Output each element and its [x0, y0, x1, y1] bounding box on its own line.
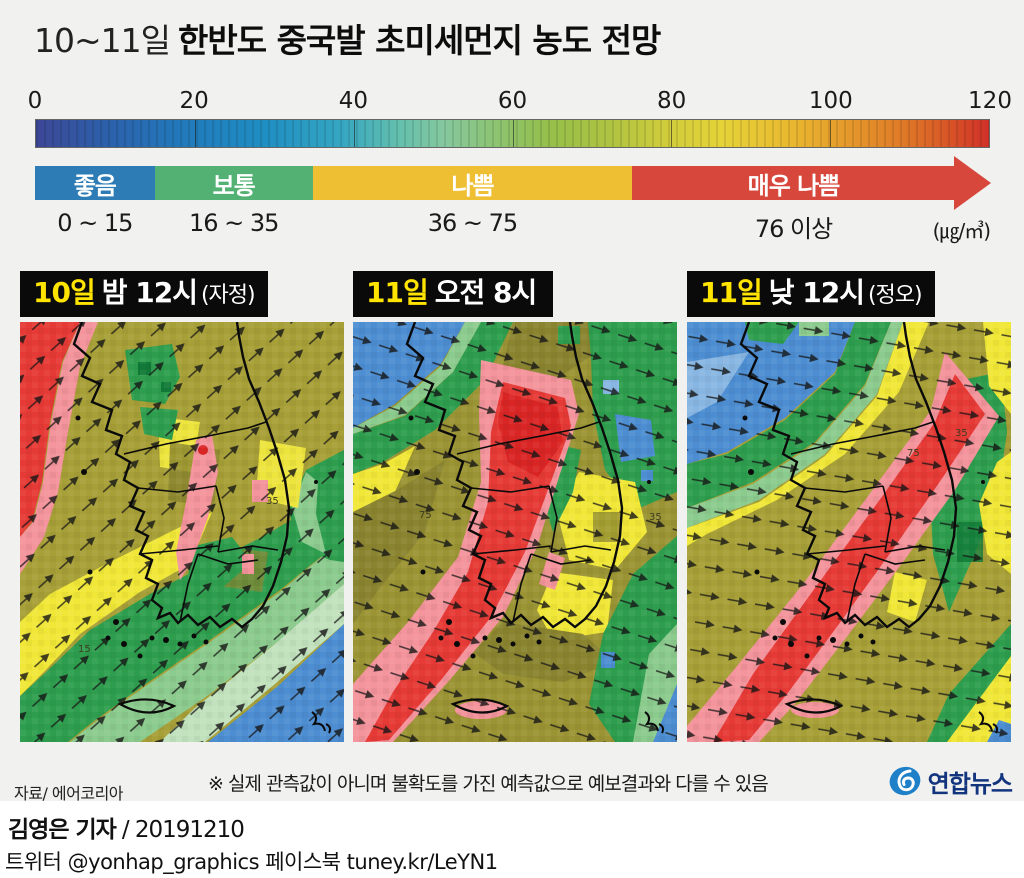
- svg-text:35: 35: [955, 428, 968, 439]
- scale-tick-labels: 0 20 40 60 80 100 120: [28, 88, 1012, 116]
- category-legend: 좋음 보통 나쁨 매우 나쁨 0 ~ 15 16 ~ 35 36 ~ 75 76…: [35, 156, 991, 244]
- category-verybad: 매우 나쁨: [632, 156, 991, 210]
- svg-text:35: 35: [649, 512, 662, 523]
- disclaimer-text: ※ 실제 관측값이 아니며 불확도를 가진 예측값으로 예보결과와 다를 수 있…: [208, 773, 769, 795]
- byline: 김영은 기자/ 20191210: [8, 810, 245, 844]
- scale-tick: 80: [657, 88, 687, 114]
- yonhap-logo-icon: [889, 766, 921, 796]
- forecast-panel-3: 11일 낮 12시 (정오): [687, 271, 1011, 743]
- panel-1-day: 10일: [33, 276, 96, 309]
- scale-divider: [830, 120, 832, 147]
- panel-2-header: 11일 오전 8시: [353, 271, 554, 318]
- scale-divider: [512, 120, 514, 147]
- data-source: 자료/ 에어코리아: [14, 784, 124, 803]
- range-moderate: 16 ~ 35: [188, 209, 279, 237]
- map-2-contour-labels: 75 35: [419, 510, 662, 523]
- category-bad-label: 나쁨: [451, 171, 494, 200]
- panel-1-note: (자정): [200, 283, 256, 308]
- category-good-label: 좋음: [73, 171, 117, 200]
- panel-1-time: 밤 12시: [101, 276, 198, 309]
- byline-date: / 20191210: [121, 817, 245, 843]
- scale-tick: 40: [338, 88, 368, 114]
- panel-1-header: 10일 밤 12시 (자정): [20, 271, 268, 318]
- map-2-wind-arrows: [353, 322, 677, 743]
- scale-tick: 120: [968, 88, 1012, 114]
- page-title: 10~11일 한반도 중국발 초미세먼지 농도 전망: [34, 14, 661, 62]
- map-3-contour-labels: 75 35: [907, 428, 968, 459]
- concentration-scale: 0 20 40 60 80 100 120: [28, 88, 1012, 148]
- scale-divider: [671, 120, 673, 147]
- svg-text:35: 35: [266, 496, 279, 507]
- scale-tick: 60: [497, 88, 528, 114]
- credit-strip: [0, 801, 1024, 878]
- unit-label: (㎍/㎥): [932, 219, 991, 243]
- forecast-panel-2: 11일 오전 8시: [353, 271, 677, 743]
- gradient-bar: [35, 119, 990, 148]
- scale-divider: [353, 120, 355, 147]
- range-bad: 36 ~ 75: [427, 209, 518, 237]
- svg-text:15: 15: [78, 644, 91, 655]
- category-bad: 나쁨: [312, 166, 633, 200]
- title-date-range: 10~11일: [34, 21, 171, 60]
- category-verybad-label: 매우 나쁨: [747, 171, 841, 200]
- scale-tick: 100: [808, 88, 853, 114]
- range-verybad: 76 이상: [754, 215, 833, 243]
- svg-text:75: 75: [419, 510, 432, 521]
- scale-tick: 0: [27, 88, 43, 114]
- map-3-wind-arrows: [687, 322, 1011, 743]
- map-1-wind-arrows: [20, 322, 344, 743]
- panel-3-day: 11일: [700, 276, 763, 309]
- panel-3-time: 낮 12시: [768, 276, 865, 309]
- panel-3-header: 11일 낮 12시 (정오): [687, 271, 935, 318]
- forecast-map-1: 35 15: [20, 322, 344, 743]
- category-ranges: 0 ~ 15 16 ~ 35 36 ~ 75 76 이상 (㎍/㎥): [35, 209, 991, 244]
- panel-2-day: 11일: [366, 276, 429, 309]
- forecast-map-2: 75 35: [353, 322, 677, 743]
- panel-3-note: (정오): [867, 283, 923, 308]
- map-1-contour-labels: 35 15: [78, 496, 279, 655]
- category-moderate: 보통: [154, 166, 313, 200]
- forecast-map-3: 75 35: [687, 322, 1011, 743]
- forecast-panel-1: 10일 밤 12시 (자정): [20, 271, 344, 743]
- scale-divider: [194, 120, 196, 147]
- range-good: 0 ~ 15: [57, 209, 133, 237]
- arrow-right-icon: [953, 156, 991, 210]
- title-main: 한반도 중국발 초미세먼지 농도 전망: [178, 21, 661, 60]
- category-bar: 좋음 보통 나쁨 매우 나쁨: [35, 156, 991, 210]
- yonhap-logo-text: 연합뉴스: [927, 769, 1013, 798]
- category-moderate-label: 보통: [212, 171, 256, 200]
- scale-tick: 20: [179, 88, 209, 114]
- reporter-name: 김영은 기자: [8, 817, 117, 843]
- svg-text:75: 75: [907, 448, 920, 459]
- category-good: 좋음: [35, 166, 155, 200]
- yonhap-logo: 연합뉴스: [887, 763, 1013, 799]
- panel-2-time: 오전 8시: [434, 276, 538, 309]
- social-links: 트위터 @yonhap_graphics 페이스북 tuney.kr/LeYN1: [5, 850, 498, 874]
